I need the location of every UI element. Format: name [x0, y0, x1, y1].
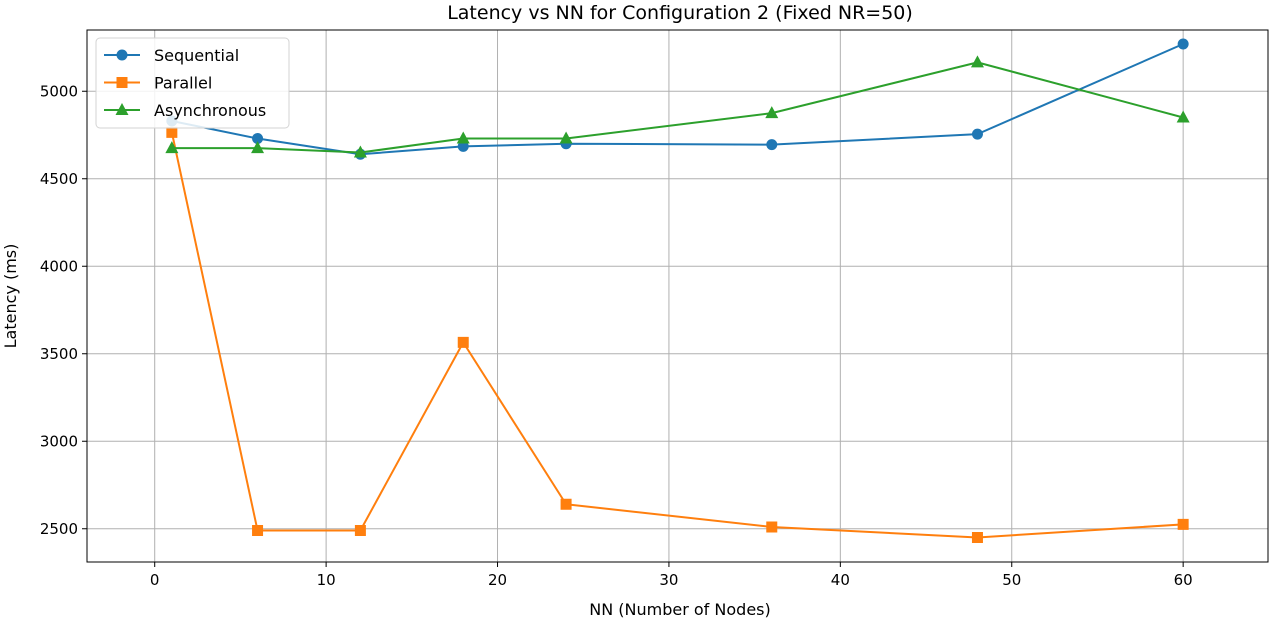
axis-ticks: 0 10 20 30 40 50 60 2500 3000 3500 4000 4500 5000 — [40, 82, 1193, 589]
parallel-point — [252, 525, 264, 536]
y-axis-label: Latency (ms) — [1, 244, 20, 349]
y-tick-label: 3000 — [40, 432, 78, 450]
asynchronous-point — [353, 145, 367, 158]
legend-asynchronous-label: Asynchronous — [154, 101, 266, 120]
sequential-point — [971, 128, 983, 140]
asynchronous-point — [165, 141, 179, 154]
legend-sequential-label: Sequential — [154, 46, 239, 65]
x-tick-label: 10 — [317, 571, 336, 589]
sequential-point — [1177, 38, 1189, 50]
sequential-point — [457, 140, 469, 152]
legend-parallel-label: Parallel — [154, 74, 212, 93]
legend-sequential-marker — [116, 49, 128, 61]
x-tick-label: 30 — [659, 571, 678, 589]
y-tick-label: 4500 — [40, 170, 78, 188]
asynchronous-line — [171, 61, 1184, 154]
asynchronous-point — [1176, 110, 1190, 123]
y-tick-label: 2500 — [40, 520, 78, 538]
series-asynchronous — [165, 55, 1190, 158]
asynchronous-point — [456, 131, 470, 144]
y-tick-label: 5000 — [40, 82, 78, 100]
chart-title: Latency vs NN for Configuration 2 (Fixed… — [447, 2, 913, 24]
sequential-point — [252, 133, 264, 144]
parallel-point — [1177, 518, 1189, 530]
legend: Sequential Parallel Asynchronous — [95, 37, 290, 129]
asynchronous-point — [559, 131, 573, 144]
sequential-line — [171, 43, 1184, 156]
parallel-point — [971, 532, 983, 543]
asynchronous-point — [970, 55, 984, 68]
series-group — [165, 38, 1190, 543]
x-axis-label: NN (Number of Nodes) — [589, 600, 770, 618]
parallel-point — [560, 498, 572, 510]
plot-frame — [86, 29, 1269, 563]
legend-box — [95, 37, 290, 129]
x-tick-label: 0 — [150, 571, 160, 589]
series-parallel — [166, 126, 1189, 543]
parallel-point — [766, 521, 778, 533]
x-tick-label: 20 — [488, 571, 507, 589]
parallel-line — [170, 132, 1184, 539]
asynchronous-point — [765, 106, 779, 119]
sequential-point — [766, 139, 778, 151]
x-tick-label: 40 — [831, 571, 850, 589]
parallel-point — [166, 126, 178, 138]
x-tick-label: 60 — [1174, 571, 1193, 589]
parallel-point — [457, 336, 469, 348]
y-tick-label: 4000 — [40, 257, 78, 275]
y-tick-label: 3500 — [40, 345, 78, 363]
parallel-point — [354, 525, 366, 536]
legend-asynchronous-marker — [115, 103, 129, 115]
series-sequential — [166, 38, 1189, 160]
legend-parallel-marker — [116, 77, 128, 88]
x-tick-label: 50 — [1002, 571, 1021, 589]
asynchronous-point — [251, 141, 265, 154]
